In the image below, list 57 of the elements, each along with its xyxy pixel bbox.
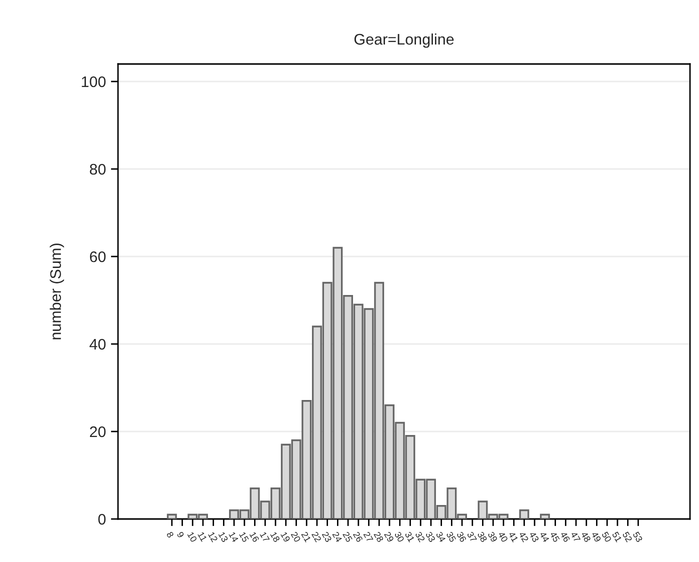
x-tick-label: 50 [602, 531, 612, 543]
x-tick-label: 33 [425, 531, 436, 542]
x-tick-label: 13 [218, 532, 228, 542]
x-tick-label: 32 [415, 531, 426, 542]
y-tick-label: 20 [90, 426, 106, 438]
x-tick-label: 11 [198, 532, 208, 542]
y-tick-label: 60 [90, 251, 106, 262]
x-tick-label: 35 [446, 531, 456, 542]
chart-title: Gear=Longline [354, 33, 454, 48]
x-tick-label: 44 [539, 531, 550, 543]
x-tick-label: 37 [466, 531, 477, 542]
x-tick-label: 21 [301, 531, 312, 542]
x-tick-label: 23 [322, 531, 332, 542]
x-tick-label: 15 [239, 532, 249, 542]
x-tick-label: 48 [580, 531, 591, 542]
x-tick-label: 14 [228, 532, 239, 543]
x-tick-label: 26 [352, 531, 364, 542]
x-tick-label: 19 [280, 532, 290, 542]
x-tick-label: 20 [290, 531, 301, 543]
bar [540, 514, 550, 519]
x-tick-label: 17 [260, 532, 270, 542]
x-tick-label: 31 [404, 531, 415, 542]
x-tick-label: 51 [612, 531, 622, 542]
x-tick-label: 45 [550, 531, 560, 542]
x-tick-label: 49 [591, 531, 602, 542]
y-tick-label: 40 [90, 338, 106, 350]
x-tick-label: 25 [342, 531, 353, 542]
x-tick-label: 53 [632, 531, 643, 542]
bar [166, 514, 177, 519]
x-tick-label: 29 [384, 531, 394, 542]
x-tick-label: 40 [498, 531, 508, 543]
x-tick-label: 46 [560, 531, 570, 542]
bar [519, 509, 530, 519]
x-tick-label: 10 [187, 532, 198, 543]
x-tick-label: 43 [528, 531, 540, 542]
x-tick-label: 8 [166, 531, 174, 538]
x-tick-label: 47 [570, 531, 581, 542]
x-tick-label: 24 [332, 531, 342, 543]
y-axis-title: number (Sum) [50, 244, 64, 340]
x-tick-label: 12 [208, 532, 218, 542]
x-tick-label: 42 [518, 531, 529, 542]
y-tick-label: 100 [82, 76, 106, 88]
x-tick-label: 39 [488, 531, 498, 542]
y-tick-label: 80 [90, 164, 106, 175]
y-tick-label: 0 [98, 514, 106, 525]
x-tick-label: 52 [622, 531, 632, 542]
x-tick-label: 16 [249, 532, 260, 542]
x-tick-label: 27 [363, 531, 374, 542]
x-tick-label: 38 [477, 531, 488, 542]
x-tick-label: 30 [394, 531, 404, 543]
x-tick-label: 34 [436, 531, 446, 543]
x-tick-label: 41 [508, 531, 518, 542]
x-tick-label: 9 [176, 531, 184, 538]
x-tick-label: 22 [312, 531, 322, 542]
x-tick-label: 36 [456, 531, 467, 542]
x-tick-label: 18 [270, 532, 280, 542]
x-tick-label: 28 [374, 531, 384, 542]
